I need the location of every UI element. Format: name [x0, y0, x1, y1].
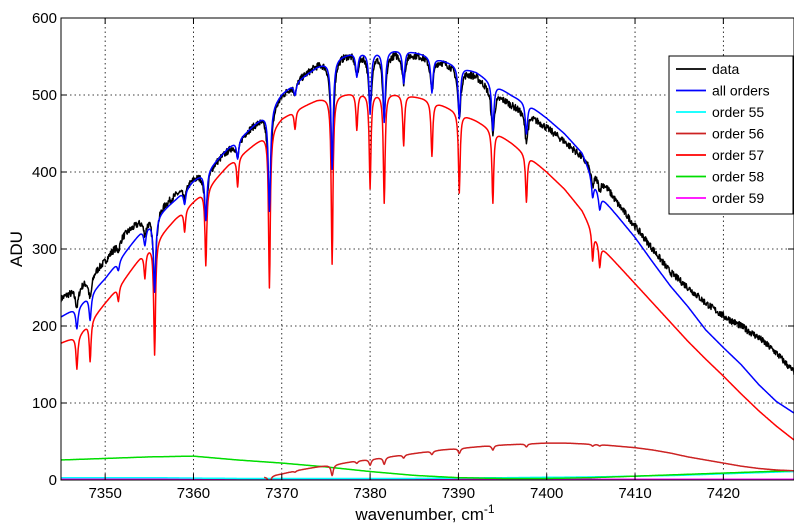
- series-line-order-58: [61, 455, 794, 480]
- x-tick-label-1: 7360: [177, 485, 210, 502]
- axis-ticks: 7350 7360 7370 7380 7390 7400 7410 7420 0 100 200 3…: [32, 10, 794, 502]
- legend-label-order-56: order 56: [712, 126, 764, 142]
- series-line-all-orders: [61, 51, 794, 414]
- x-tick-label-3: 7380: [353, 485, 386, 502]
- x-tick-label-7: 7420: [707, 485, 740, 502]
- y-tick-label-0: 0: [49, 472, 57, 489]
- legend-label-all-orders: all orders: [712, 83, 770, 99]
- x-tick-label-6: 7410: [618, 485, 651, 502]
- y-axis-label: ADU: [7, 231, 26, 267]
- y-tick-label-5: 500: [32, 87, 57, 104]
- x-axis-label: wavenumber, cm-1: [354, 502, 494, 524]
- y-tick-label-2: 200: [32, 318, 57, 335]
- legend-label-order-59: order 59: [712, 190, 764, 206]
- series-group: [61, 51, 794, 480]
- y-tick-label-4: 400: [32, 164, 57, 181]
- y-tick-label-3: 300: [32, 241, 57, 258]
- series-lines: [61, 51, 794, 480]
- x-tick-label-4: 7390: [442, 485, 475, 502]
- y-tick-label-1: 100: [32, 395, 57, 412]
- x-axis-label-superscript: -1: [484, 502, 495, 516]
- x-tick-label-0: 7350: [88, 485, 121, 502]
- x-tick-label-5: 7400: [530, 485, 563, 502]
- x-axis-label-text: wavenumber, cm: [354, 505, 484, 524]
- legend-label-data: data: [712, 61, 739, 77]
- legend: data all orders order 55 order 56 order 57 or…: [668, 55, 794, 215]
- series-line-order-57: [61, 94, 794, 441]
- legend-label-order-58: order 58: [712, 169, 764, 185]
- legend-box: [668, 55, 794, 215]
- legend-label-order-55: order 55: [712, 104, 764, 120]
- legend-label-order-57: order 57: [712, 147, 764, 163]
- series-line-order-56: [263, 442, 794, 480]
- x-tick-label-2: 7370: [265, 485, 298, 502]
- y-tick-label-6: 600: [32, 10, 57, 27]
